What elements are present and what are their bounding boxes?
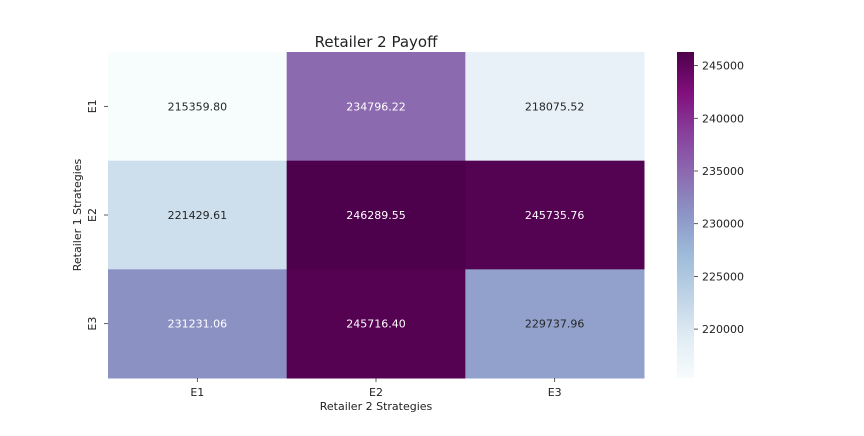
y-tick-label: E2 (86, 208, 99, 222)
y-tick-label: E1 (86, 99, 99, 113)
cell-value-label: 234796.22 (346, 100, 406, 113)
cell-value-label: 218075.52 (525, 100, 585, 113)
colorbar-tick-label: 245000 (702, 60, 744, 73)
x-tick-label: E1 (190, 386, 204, 399)
cell-value-label: 245735.76 (525, 209, 585, 222)
colorbar-tick-label: 230000 (702, 218, 744, 231)
y-tick-label: E3 (86, 317, 99, 331)
cell-value-label: 221429.61 (168, 209, 228, 222)
cell-value-label: 229737.96 (525, 318, 585, 331)
chart-title: Retailer 2 Payoff (315, 33, 438, 51)
colorbar-tick-label: 235000 (702, 165, 744, 178)
colorbar-ticks: 220000 225000 230000 235000 240000 245000 (694, 60, 744, 336)
heatmap-cell (286, 160, 466, 270)
x-tick-label: E3 (548, 386, 562, 399)
x-tick-label: E2 (369, 386, 383, 399)
cell-value-label: 245716.40 (346, 318, 406, 331)
x-axis-ticks: E1 E2 E3 (190, 378, 562, 399)
heatmap-cell (286, 52, 466, 162)
colorbar-tick-label: 225000 (702, 270, 744, 283)
x-axis-label: Retailer 2 Strategies (320, 400, 433, 413)
heatmap-cell (108, 269, 288, 379)
heatmap-cell (465, 269, 645, 379)
heatmap-cell-labels: 215359.80 234796.22 218075.52 221429.61 2462… (168, 100, 585, 330)
heatmap-cell (286, 269, 466, 379)
heatmap-cell (465, 52, 645, 162)
cell-value-label: 215359.80 (168, 100, 228, 113)
heatmap-cells (108, 52, 645, 379)
cell-value-label: 246289.55 (346, 209, 406, 222)
y-axis-ticks: E1 E2 E3 (86, 99, 108, 331)
colorbar-tick-label: 220000 (702, 323, 744, 336)
heatmap-cell (465, 160, 645, 270)
heatmap-cell (108, 160, 288, 270)
cell-value-label: 231231.06 (168, 318, 228, 331)
colorbar-tick-label: 240000 (702, 112, 744, 125)
heatmap-cell (108, 52, 288, 162)
colorbar (677, 52, 694, 378)
y-axis-label: Retailer 1 Strategies (71, 158, 84, 271)
